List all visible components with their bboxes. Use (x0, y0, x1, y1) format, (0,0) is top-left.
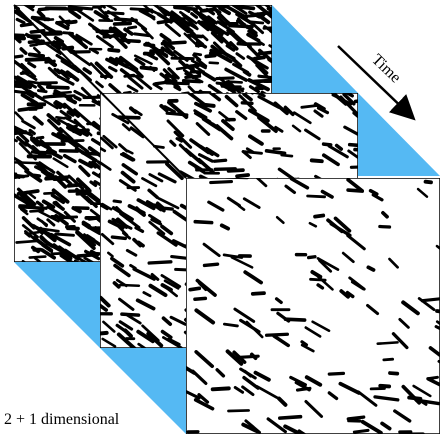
texture-stroke (237, 7, 253, 9)
texture-stroke (255, 57, 264, 58)
texture-stroke (368, 267, 373, 270)
texture-stroke (33, 175, 39, 176)
texture-stroke (170, 18, 188, 20)
texture-stroke (115, 19, 136, 20)
texture-stroke (30, 257, 46, 258)
texture-stroke (117, 59, 122, 62)
texture-stroke (17, 241, 37, 243)
texture-stroke (267, 334, 288, 335)
texture-stroke (214, 160, 225, 161)
texture-stroke (229, 410, 249, 411)
texture-stroke (12, 175, 23, 176)
texture-stroke (384, 359, 393, 360)
slice-late (183, 175, 440, 434)
texture-stroke (105, 13, 123, 14)
texture-stroke (27, 59, 49, 60)
texture-stroke (122, 314, 139, 315)
texture-stroke (348, 190, 362, 191)
page: {"annotations": {"time": "Time", "dimens… (0, 0, 440, 434)
texture-stroke (190, 288, 199, 289)
time-wedge (14, 262, 100, 348)
texture-stroke (63, 48, 72, 49)
slice-frame (186, 178, 440, 434)
texture-stroke (149, 262, 171, 263)
texture-stroke (10, 131, 30, 133)
texture-stroke (175, 7, 196, 9)
texture-stroke (205, 0, 221, 1)
texture-stroke (166, 81, 176, 82)
texture-stroke (309, 257, 315, 258)
texture-stroke (206, 55, 215, 56)
texture-stroke (45, 19, 53, 20)
texture-stroke (318, 285, 322, 288)
texture-stroke (48, 87, 68, 88)
texture-stroke (426, 182, 431, 183)
texture-stroke (24, 207, 46, 208)
texture-stroke (30, 54, 43, 56)
texture-stroke (354, 430, 368, 432)
texture-stroke (115, 23, 131, 24)
texture-stroke (128, 27, 135, 28)
texture-stroke (119, 117, 139, 118)
texture-stroke (68, 22, 75, 23)
texture-stroke (329, 373, 343, 374)
texture-stroke (31, 45, 37, 46)
texture-stroke (166, 76, 176, 77)
texture-stroke (52, 253, 64, 254)
texture-stroke (175, 87, 179, 89)
texture-stroke (30, 211, 43, 212)
texture-stroke (54, 92, 71, 93)
texture-stroke (35, 152, 55, 153)
texture-stroke (311, 279, 326, 280)
figure: Time 2 + 1 dimensional (0, 0, 440, 434)
texture-stroke (195, 222, 211, 223)
texture-stroke (207, 5, 228, 7)
texture-stroke (237, 175, 248, 176)
texture-stroke (166, 3, 179, 5)
texture-stroke (109, 50, 118, 51)
texture-stroke (211, 182, 232, 183)
texture-stroke (172, 58, 193, 59)
texture-stroke (142, 68, 156, 69)
texture-stroke (280, 417, 301, 418)
texture-stroke (380, 386, 389, 387)
texture-stroke (75, 97, 80, 99)
texture-stroke (390, 373, 397, 374)
time-wedge (272, 5, 358, 93)
texture-stroke (298, 388, 310, 390)
texture-stroke (114, 201, 120, 202)
texture-stroke (312, 160, 322, 161)
texture-stroke (20, 192, 25, 194)
texture-stroke (68, 112, 73, 115)
texture-stroke (253, 293, 264, 294)
texture-stroke (348, 417, 363, 419)
texture-stroke (213, 388, 229, 389)
texture-stroke (56, 234, 74, 235)
texture-stroke (92, 1, 102, 2)
texture-stroke (224, 324, 237, 326)
texture-stroke (204, 264, 217, 265)
texture-stroke (119, 40, 139, 41)
dimension-label: 2 + 1 dimensional (4, 411, 120, 428)
texture-stroke (112, 237, 125, 238)
texture-stroke (195, 298, 205, 299)
texture-stroke (315, 215, 323, 216)
texture-stroke (244, 1, 260, 2)
texture-stroke (282, 155, 292, 156)
texture-stroke (302, 105, 318, 107)
texture-stroke (21, 24, 32, 26)
texture-stroke (189, 36, 202, 37)
texture-stroke (56, 117, 64, 118)
texture-stroke (308, 196, 325, 197)
texture-stroke (37, 137, 43, 138)
texture-stroke (238, 44, 246, 45)
texture-stroke (267, 151, 285, 153)
texture-stroke (13, 56, 22, 57)
texture-stroke (285, 319, 304, 320)
texture-stroke (211, 52, 221, 53)
texture-stroke (217, 78, 233, 79)
texture-stroke (378, 342, 398, 343)
